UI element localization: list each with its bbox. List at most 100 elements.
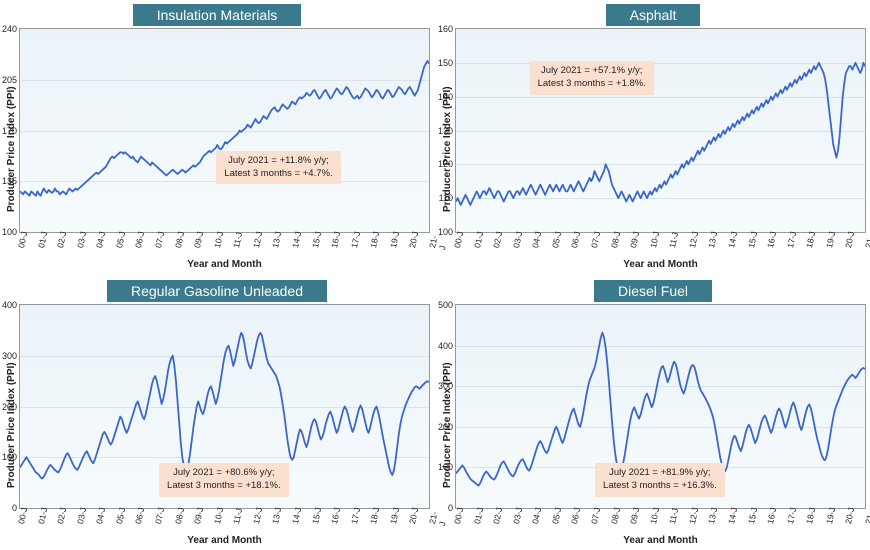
chart-row: Producer Price Index (PPI)01002003004005… [440, 304, 866, 546]
x-tick-label: 17-J [785, 231, 798, 249]
y-tick-label: 110 [439, 193, 456, 203]
x-tick-label: 03-J [75, 507, 88, 525]
x-tick-label: 06-J [570, 507, 583, 525]
x-tick-label: 08-J [173, 231, 186, 249]
x-tick-label: 11-J [667, 231, 680, 249]
x-tick-label: 18-J [804, 231, 817, 249]
plot-wrap: 0100200300400500July 2021 = +81.9% y/y;L… [455, 304, 866, 546]
series-svg [456, 29, 865, 232]
x-tick-label: 07-J [589, 507, 602, 525]
plot-area: 0100200300400July 2021 = +80.6% y/y;Late… [19, 304, 430, 509]
series-svg [20, 29, 429, 232]
x-tick-label: 13-J [707, 231, 720, 249]
x-tick-label: 03-J [75, 231, 88, 249]
x-tick-label: 12-J [687, 231, 700, 249]
y-tick-label: 150 [438, 58, 456, 68]
x-tick-label: 01-J [36, 507, 49, 525]
x-tick-label: 17-J [349, 507, 362, 525]
x-tick-label: 04-J [94, 507, 107, 525]
x-tick-label: 12-J [687, 507, 700, 525]
annotation-box: July 2021 = +81.9% y/y;Latest 3 months =… [595, 463, 725, 497]
x-tick-label: 01-J [36, 231, 49, 249]
x-tick-label: 15-J [746, 507, 759, 525]
chart-row: Producer Price Index (PPI)0100200300400J… [4, 304, 430, 546]
annotation-line-1: July 2021 = +57.1% y/y; [538, 65, 646, 78]
panel-3: Diesel FuelProducer Price Index (PPI)010… [440, 280, 866, 546]
y-tick-label: 500 [438, 300, 456, 310]
y-tick-label: 300 [2, 351, 20, 361]
x-tick-label: 08-J [173, 507, 186, 525]
y-tick-label: 130 [438, 126, 456, 136]
y-tick-label: 205 [2, 75, 20, 85]
x-tick-label: 10-J [212, 507, 225, 525]
y-tick-label: 200 [438, 422, 456, 432]
y-tick-label: 135 [2, 176, 20, 186]
plot-area: 0100200300400500July 2021 = +81.9% y/y;L… [455, 304, 866, 509]
plot-area: 100110120130140150160July 2021 = +57.1% … [455, 28, 866, 233]
x-tick-label: 14-J [726, 231, 739, 249]
x-tick-label: 12-J [251, 231, 264, 249]
x-tick-label: 14-J [290, 507, 303, 525]
y-tick-label: 300 [438, 381, 456, 391]
x-tick-label: 02-J [491, 231, 504, 249]
chart-title: Regular Gasoline Unleaded [107, 280, 327, 302]
x-tick-label: 09-J [192, 507, 205, 525]
x-tick-label: 15-J [310, 231, 323, 249]
x-tick-label: 19-J [824, 231, 837, 249]
x-tick-label: 10-J [212, 231, 225, 249]
x-tick-label: 20-J [408, 231, 421, 249]
annotation-box: July 2021 = +80.6% y/y;Latest 3 months =… [159, 463, 289, 497]
x-tick-label: 16-J [765, 507, 778, 525]
x-tick-label: 21-J [863, 511, 870, 527]
annotation-line-2: Latest 3 months = +18.1%. [167, 480, 281, 493]
x-tick-label: 19-J [388, 231, 401, 249]
x-tick-label: 07-J [153, 231, 166, 249]
x-tick-label: 02-J [55, 507, 68, 525]
annotation-line-1: July 2021 = +81.9% y/y; [603, 467, 717, 480]
x-tick-label: 11-J [231, 231, 244, 249]
x-tick-label: 09-J [628, 231, 641, 249]
y-tick-label: 140 [438, 92, 456, 102]
panel-0: Insulation MaterialsProducer Price Index… [4, 4, 430, 270]
annotation-line-1: July 2021 = +11.8% y/y; [224, 155, 332, 168]
x-ticks: 00-J01-J02-J03-J04-J05-J06-J07-J08-J09-J… [455, 233, 866, 261]
annotation-line-2: Latest 3 months = +1.8%. [538, 78, 646, 91]
chart-row: Producer Price Index (PPI)10013517020524… [4, 28, 430, 270]
x-tick-label: 17-J [349, 231, 362, 249]
x-tick-label: 06-J [134, 507, 147, 525]
chart-title: Asphalt [606, 4, 701, 26]
y-tick-label: 400 [2, 300, 20, 310]
series-line [456, 63, 865, 205]
x-tick-label: 04-J [530, 231, 543, 249]
x-tick-label: 16-J [329, 507, 342, 525]
x-tick-label: 15-J [746, 231, 759, 249]
plot-wrap: 100135170205240July 2021 = +11.8% y/y;La… [19, 28, 430, 270]
chart-title: Insulation Materials [133, 4, 302, 26]
plot-area: 100135170205240July 2021 = +11.8% y/y;La… [19, 28, 430, 233]
x-tick-label: 00-J [452, 231, 465, 249]
x-tick-label: 09-J [192, 231, 205, 249]
y-tick-label: 100 [2, 452, 20, 462]
annotation-line-1: July 2021 = +80.6% y/y; [167, 467, 281, 480]
x-ticks: 00-J01-J02-J03-J04-J05-J06-J07-J08-J09-J… [19, 509, 430, 537]
x-tick-label: 15-J [310, 507, 323, 525]
x-tick-label: 20-J [844, 507, 857, 525]
y-tick-label: 100 [438, 462, 456, 472]
x-tick-label: 21-J [863, 235, 870, 251]
x-tick-label: 02-J [491, 507, 504, 525]
chart-grid: Insulation MaterialsProducer Price Index… [4, 4, 866, 546]
x-tick-label: 10-J [648, 507, 661, 525]
y-tick-label: 170 [2, 126, 20, 136]
x-tick-label: 18-J [368, 231, 381, 249]
y-tick-label: 240 [2, 24, 20, 34]
x-tick-label: 14-J [726, 507, 739, 525]
x-tick-label: 16-J [329, 231, 342, 249]
x-ticks: 00-J01-J02-J03-J04-J05-J06-J07-J08-J09-J… [19, 233, 430, 261]
x-tick-label: 07-J [153, 507, 166, 525]
y-tick-label: 200 [2, 402, 20, 412]
x-tick-label: 06-J [134, 231, 147, 249]
annotation-line-2: Latest 3 months = +4.7%. [224, 168, 332, 181]
y-tick-label: 160 [438, 24, 456, 34]
x-tick-label: 00-J [16, 231, 29, 249]
x-tick-label: 00-J [452, 507, 465, 525]
